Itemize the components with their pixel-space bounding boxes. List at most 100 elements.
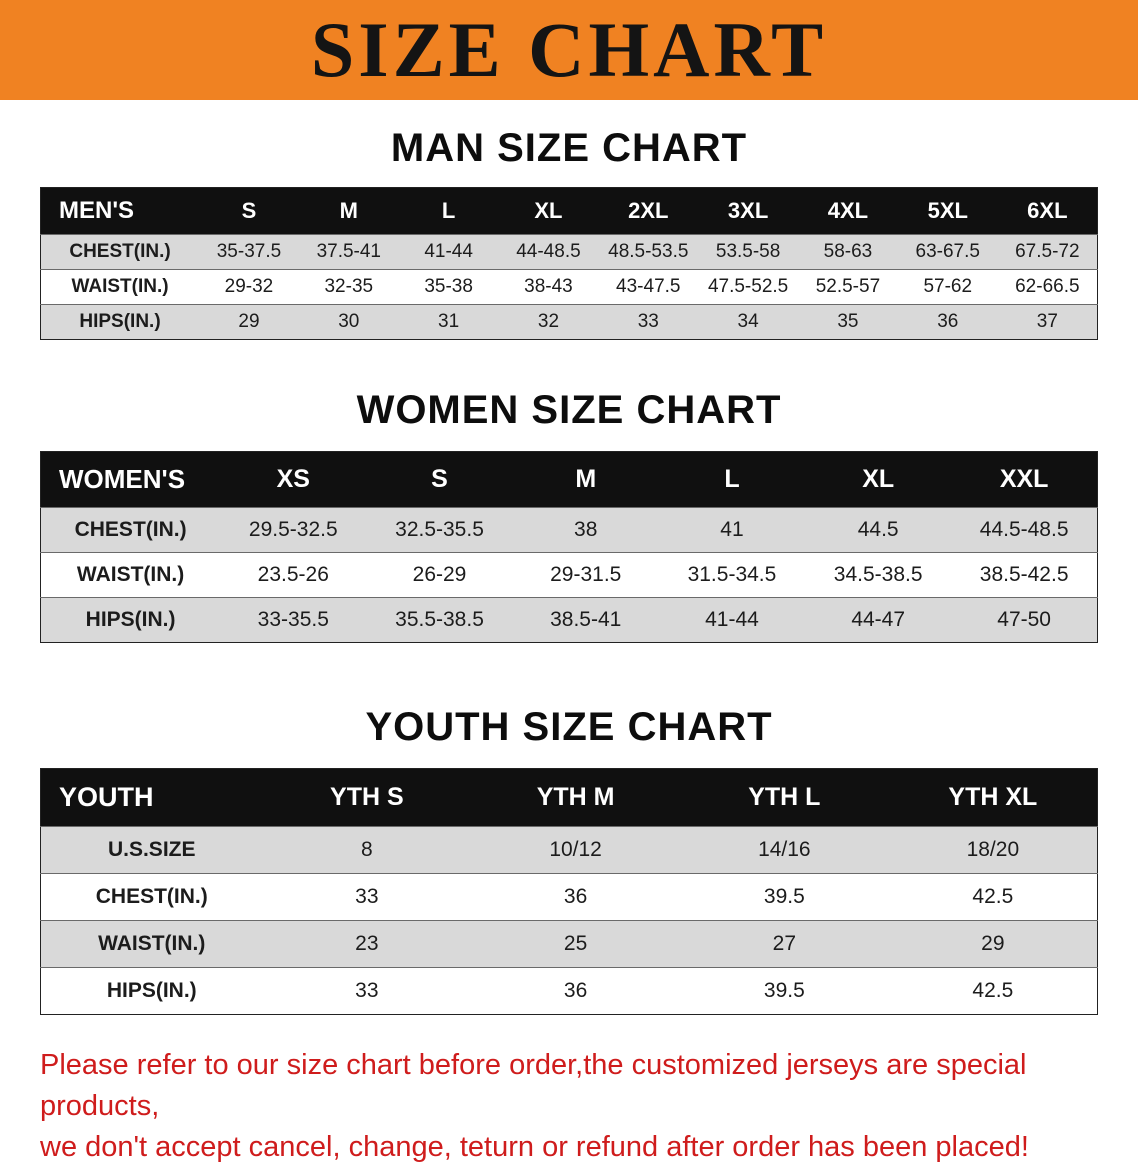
table-cell: 44.5-48.5 <box>951 507 1098 553</box>
women-size-table: WOMEN'S XS S M L XL XXL CHEST(IN.) 29.5-… <box>40 451 1098 643</box>
table-cell: 62-66.5 <box>997 269 1098 305</box>
table-cell: 42.5 <box>888 873 1098 921</box>
table-header-row: WOMEN'S XS S M L XL XXL <box>40 451 1098 508</box>
row-label: HIPS(IN.) <box>40 304 200 340</box>
table-row: HIPS(IN.) 29 30 31 32 33 34 35 36 37 <box>40 304 1098 340</box>
table-row: WAIST(IN.) 29-32 32-35 35-38 38-43 43-47… <box>40 269 1098 305</box>
table-cell: 67.5-72 <box>997 234 1098 270</box>
table-cell: 41-44 <box>398 234 499 270</box>
table-cell: 31 <box>398 304 499 340</box>
table-cell: 39.5 <box>679 967 889 1015</box>
table-cell: 25 <box>471 920 680 968</box>
table-cell: 36 <box>471 873 680 921</box>
table-cell: 58-63 <box>798 234 898 270</box>
table-cell: 26-29 <box>366 552 513 598</box>
youth-size-table: YOUTH YTH S YTH M YTH L YTH XL U.S.SIZE … <box>40 768 1098 1015</box>
table-cell: 29 <box>888 920 1098 968</box>
table-cell: 31.5-34.5 <box>658 552 806 598</box>
table-cell: 23 <box>262 920 472 968</box>
table-cell: 33 <box>262 967 472 1015</box>
table-cell: 34 <box>698 304 799 340</box>
table-row: CHEST(IN.) 29.5-32.5 32.5-35.5 38 41 44.… <box>40 507 1098 553</box>
table-header-cell: XL <box>805 451 952 508</box>
row-label: HIPS(IN.) <box>40 967 263 1015</box>
table-cell: 34.5-38.5 <box>805 552 952 598</box>
table-cell: 43-47.5 <box>598 269 699 305</box>
table-cell: 35-37.5 <box>199 234 299 270</box>
table-cell: 32.5-35.5 <box>366 507 513 553</box>
table-cell: 38 <box>512 507 659 553</box>
table-header-cell: YTH L <box>679 768 889 827</box>
table-cell: 44-48.5 <box>498 234 599 270</box>
table-cell: 33-35.5 <box>220 597 367 643</box>
table-row: WAIST(IN.) 23.5-26 26-29 29-31.5 31.5-34… <box>40 552 1098 598</box>
table-header-cell: XXL <box>951 451 1098 508</box>
men-chart-heading: MAN SIZE CHART <box>390 126 748 170</box>
table-header-cell: XL <box>498 187 599 235</box>
table-row: HIPS(IN.) 33-35.5 35.5-38.5 38.5-41 41-4… <box>40 597 1098 643</box>
table-header-row: MEN'S S M L XL 2XL 3XL 4XL 5XL 6XL <box>40 187 1098 235</box>
table-cell: 32 <box>498 304 599 340</box>
table-cell: 18/20 <box>888 826 1098 874</box>
row-label: WAIST(IN.) <box>40 552 221 598</box>
table-cell: 44-47 <box>805 597 952 643</box>
table-header-cell: YTH M <box>471 768 680 827</box>
table-cell: 48.5-53.5 <box>598 234 699 270</box>
table-header-cell: YOUTH <box>40 768 263 827</box>
table-cell: 8 <box>262 826 472 874</box>
table-header-cell: 2XL <box>598 187 699 235</box>
table-cell: 23.5-26 <box>220 552 367 598</box>
table-cell: 14/16 <box>679 826 889 874</box>
table-cell: 38-43 <box>498 269 599 305</box>
table-cell: 47-50 <box>951 597 1098 643</box>
table-header-cell: 3XL <box>698 187 799 235</box>
table-cell: 10/12 <box>471 826 680 874</box>
table-header-cell: MEN'S <box>40 187 200 235</box>
table-header-cell: YTH XL <box>888 768 1098 827</box>
men-size-table: MEN'S S M L XL 2XL 3XL 4XL 5XL 6XL CHEST… <box>40 187 1098 340</box>
row-label: U.S.SIZE <box>40 826 263 874</box>
table-cell: 41-44 <box>658 597 806 643</box>
table-row: U.S.SIZE 8 10/12 14/16 18/20 <box>40 826 1098 874</box>
table-cell: 39.5 <box>679 873 889 921</box>
row-label: WAIST(IN.) <box>40 920 263 968</box>
table-cell: 30 <box>298 304 399 340</box>
table-header-cell: 4XL <box>798 187 898 235</box>
table-row: CHEST(IN.) 35-37.5 37.5-41 41-44 44-48.5… <box>40 234 1098 270</box>
table-cell: 36 <box>897 304 998 340</box>
table-row: CHEST(IN.) 33 36 39.5 42.5 <box>40 873 1098 921</box>
table-cell: 29.5-32.5 <box>220 507 367 553</box>
table-cell: 29-32 <box>199 269 299 305</box>
table-header-cell: YTH S <box>262 768 472 827</box>
table-cell: 44.5 <box>805 507 952 553</box>
table-cell: 35-38 <box>398 269 499 305</box>
table-cell: 32-35 <box>298 269 399 305</box>
table-cell: 36 <box>471 967 680 1015</box>
table-header-cell: L <box>398 187 499 235</box>
row-label: HIPS(IN.) <box>40 597 221 643</box>
table-cell: 37 <box>997 304 1098 340</box>
table-header-cell: S <box>199 187 299 235</box>
disclaimer-line-1: Please refer to our size chart before or… <box>40 1049 1027 1123</box>
table-row: WAIST(IN.) 23 25 27 29 <box>40 920 1098 968</box>
row-label: WAIST(IN.) <box>40 269 200 305</box>
table-cell: 52.5-57 <box>798 269 898 305</box>
disclaimer-text: Please refer to our size chart before or… <box>40 1045 1138 1169</box>
table-cell: 35 <box>798 304 898 340</box>
row-label: CHEST(IN.) <box>40 234 200 270</box>
table-cell: 41 <box>658 507 806 553</box>
table-header-cell: M <box>298 187 399 235</box>
table-cell: 27 <box>679 920 889 968</box>
table-header-cell: 5XL <box>897 187 998 235</box>
table-header-cell: XS <box>220 451 367 508</box>
table-header-row: YOUTH YTH S YTH M YTH L YTH XL <box>40 768 1098 827</box>
table-cell: 42.5 <box>888 967 1098 1015</box>
table-cell: 53.5-58 <box>698 234 799 270</box>
table-cell: 29-31.5 <box>512 552 659 598</box>
table-header-cell: WOMEN'S <box>40 451 221 508</box>
table-cell: 37.5-41 <box>298 234 399 270</box>
table-cell: 63-67.5 <box>897 234 998 270</box>
table-row: HIPS(IN.) 33 36 39.5 42.5 <box>40 967 1098 1015</box>
table-cell: 35.5-38.5 <box>366 597 513 643</box>
table-header-cell: S <box>366 451 513 508</box>
